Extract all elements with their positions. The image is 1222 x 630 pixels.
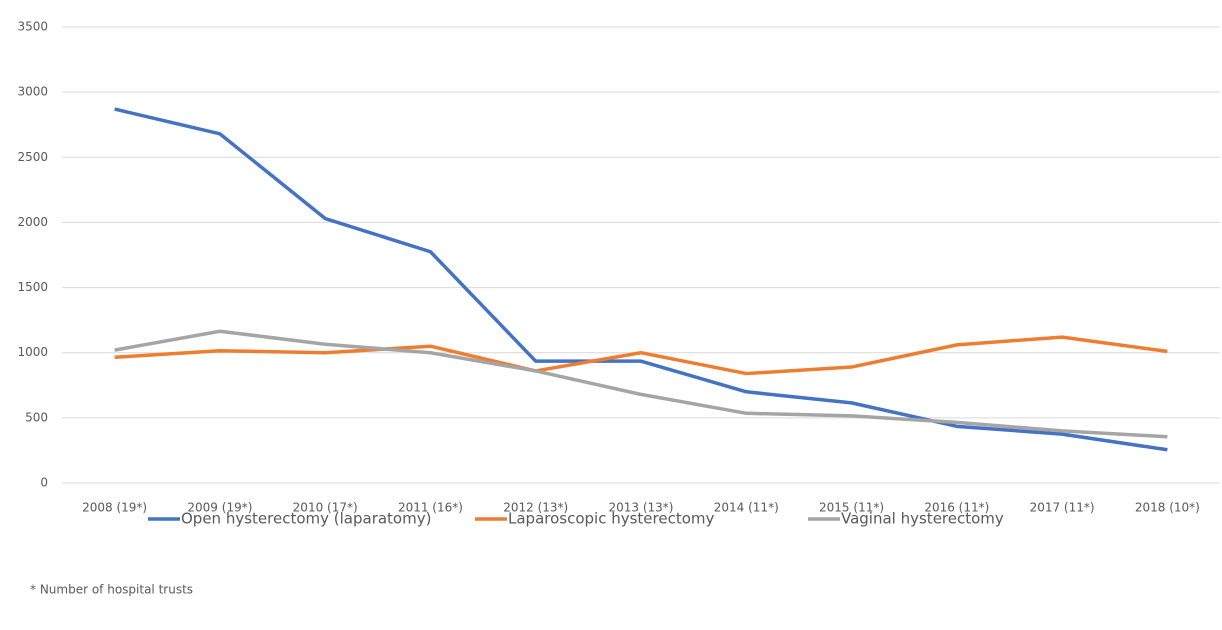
x-tick-label: 2012 (13*) xyxy=(503,501,568,515)
x-tick-label: 2008 (19*) xyxy=(82,501,147,515)
y-tick-label: 2500 xyxy=(17,150,48,164)
y-tick-label: 1000 xyxy=(17,345,48,359)
x-tick-label: 2016 (11*) xyxy=(924,501,989,515)
legend-label: Open hysterectomy (laparatomy) xyxy=(181,510,431,528)
y-tick-label: 1500 xyxy=(17,280,48,294)
x-tick-label: 2015 (11*) xyxy=(819,501,884,515)
y-tick-label: 3500 xyxy=(17,20,48,34)
line xyxy=(114,329,1168,439)
x-tick-label: 2010 (17*) xyxy=(293,501,358,515)
footnote: * Number of hospital trusts xyxy=(30,583,193,597)
y-tick-label: 3000 xyxy=(17,85,48,99)
legend-label: Laparoscopic hysterectomy xyxy=(508,510,715,528)
x-tick-label: 2017 (11*) xyxy=(1030,501,1095,515)
x-tick-label: 2018 (10*) xyxy=(1135,501,1200,515)
line xyxy=(114,335,1168,376)
y-tick-label: 500 xyxy=(25,410,48,424)
x-tick-label: 2011 (16*) xyxy=(398,501,463,515)
y-tick-label: 2000 xyxy=(17,215,48,229)
y-tick-label: 0 xyxy=(40,476,48,490)
line xyxy=(114,107,1168,452)
x-tick-label: 2014 (11*) xyxy=(714,501,779,515)
x-tick-label: 2013 (13*) xyxy=(609,501,674,515)
legend-label: Vaginal hysterectomy xyxy=(841,510,1004,528)
x-tick-label: 2009 (19*) xyxy=(187,501,252,515)
